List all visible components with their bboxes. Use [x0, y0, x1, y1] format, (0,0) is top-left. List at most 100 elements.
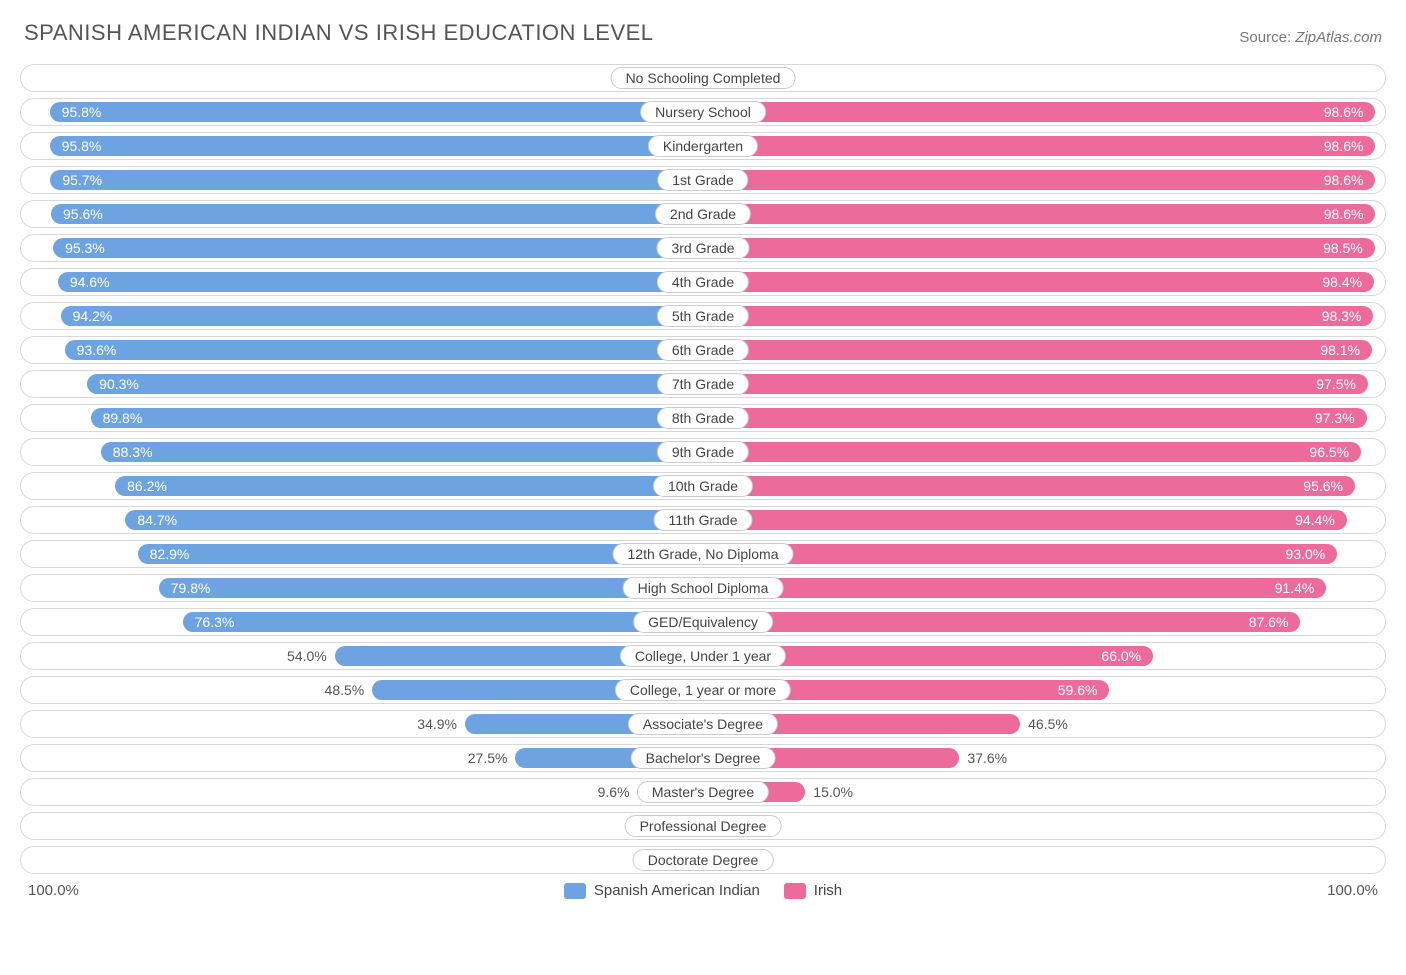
category-label: 10th Grade — [653, 475, 753, 497]
value-left: 94.2% — [73, 308, 113, 324]
value-right: 98.1% — [1320, 342, 1360, 358]
bar-right: 97.3% — [703, 408, 1367, 428]
chart-row: 84.7% 94.4% 11th Grade — [20, 506, 1386, 534]
bar-left: 94.6% — [58, 272, 703, 292]
category-label: Doctorate Degree — [633, 849, 774, 871]
category-label: 1st Grade — [657, 169, 748, 191]
value-right: 46.5% — [1028, 716, 1068, 732]
category-label: College, 1 year or more — [615, 679, 791, 701]
bar-left: 93.6% — [65, 340, 703, 360]
value-left: 95.8% — [62, 138, 102, 154]
value-left: 95.3% — [65, 240, 105, 256]
value-left: 95.7% — [62, 172, 102, 188]
bar-right: 98.3% — [703, 306, 1373, 326]
category-label: No Schooling Completed — [611, 67, 796, 89]
source-label: Source: — [1239, 29, 1291, 46]
category-label: 6th Grade — [657, 339, 749, 361]
category-label: Bachelor's Degree — [631, 747, 776, 769]
category-label: 4th Grade — [657, 271, 749, 293]
value-right: 94.4% — [1295, 512, 1335, 528]
chart-row: 93.6% 98.1% 6th Grade — [20, 336, 1386, 364]
source-name: ZipAtlas.com — [1295, 29, 1382, 46]
chart-row: 79.8% 91.4% High School Diploma — [20, 574, 1386, 602]
bar-right: 93.0% — [703, 544, 1337, 564]
value-right: 66.0% — [1101, 648, 1141, 664]
bar-right: 98.4% — [703, 272, 1374, 292]
chart-row: 88.3% 96.5% 9th Grade — [20, 438, 1386, 466]
value-right: 93.0% — [1286, 546, 1326, 562]
chart-row: 48.5%59.6%College, 1 year or more — [20, 676, 1386, 704]
category-label: 8th Grade — [657, 407, 749, 429]
chart-row: 94.2% 98.3% 5th Grade — [20, 302, 1386, 330]
bar-left: 90.3% — [87, 374, 703, 394]
category-label: High School Diploma — [623, 577, 784, 599]
value-right: 98.5% — [1323, 240, 1363, 256]
chart-row: 95.3%98.5%3rd Grade — [20, 234, 1386, 262]
value-right: 97.5% — [1316, 376, 1356, 392]
legend-swatch-left — [564, 883, 586, 899]
bar-right: 91.4% — [703, 578, 1326, 598]
category-label: GED/Equivalency — [633, 611, 773, 633]
bar-left: 84.7% — [125, 510, 703, 530]
value-left: 48.5% — [325, 682, 365, 698]
bar-right: 97.5% — [703, 374, 1368, 394]
value-left: 27.5% — [468, 750, 508, 766]
chart-row: 1.1%1.9%Doctorate Degree — [20, 846, 1386, 874]
bar-right: 98.1% — [703, 340, 1372, 360]
chart-row: 2.7%4.4%Professional Degree — [20, 812, 1386, 840]
bar-left: 79.8% — [159, 578, 703, 598]
value-right: 91.4% — [1275, 580, 1315, 596]
chart-row: 9.6%15.0%Master's Degree — [20, 778, 1386, 806]
chart-row: 95.8%98.6%Kindergarten — [20, 132, 1386, 160]
bar-left: 95.7% — [50, 170, 703, 190]
category-label: 5th Grade — [657, 305, 749, 327]
category-label: 11th Grade — [653, 509, 752, 531]
diverging-bar-chart: 4.2%1.4%No Schooling Completed95.8%98.6%… — [20, 64, 1386, 874]
value-left: 95.8% — [62, 104, 102, 120]
bar-left: 88.3% — [101, 442, 703, 462]
bar-left: 95.8% — [50, 102, 703, 122]
chart-row: 27.5%37.6%Bachelor's Degree — [20, 744, 1386, 772]
legend-label-right: Irish — [814, 882, 842, 899]
legend-item-left: Spanish American Indian — [564, 882, 760, 899]
value-left: 9.6% — [598, 784, 630, 800]
value-left: 76.3% — [195, 614, 235, 630]
legend: Spanish American Indian Irish — [564, 882, 842, 899]
value-right: 87.6% — [1249, 614, 1289, 630]
chart-row: 34.9%46.5%Associate's Degree — [20, 710, 1386, 738]
bar-right: 98.6% — [703, 204, 1375, 224]
chart-row: 95.7%98.6%1st Grade — [20, 166, 1386, 194]
category-label: Kindergarten — [648, 135, 758, 157]
legend-label-left: Spanish American Indian — [594, 882, 760, 899]
value-right: 98.3% — [1322, 308, 1362, 324]
value-left: 89.8% — [103, 410, 143, 426]
value-left: 90.3% — [99, 376, 139, 392]
bar-left: 95.3% — [53, 238, 703, 258]
chart-row: 54.0%66.0%College, Under 1 year — [20, 642, 1386, 670]
bar-left: 86.2% — [115, 476, 703, 496]
value-left: 34.9% — [417, 716, 457, 732]
bar-right: 98.6% — [703, 102, 1375, 122]
bar-left: 76.3% — [183, 612, 703, 632]
chart-row: 95.6%98.6%2nd Grade — [20, 200, 1386, 228]
value-left: 79.8% — [171, 580, 211, 596]
chart-row: 76.3% 87.6% GED/Equivalency — [20, 608, 1386, 636]
chart-row: 90.3% 97.5% 7th Grade — [20, 370, 1386, 398]
bar-right: 95.6% — [703, 476, 1355, 496]
legend-swatch-right — [784, 883, 806, 899]
value-right: 98.4% — [1322, 274, 1362, 290]
chart-row: 86.2% 95.6% 10th Grade — [20, 472, 1386, 500]
chart-row: 4.2%1.4%No Schooling Completed — [20, 64, 1386, 92]
category-label: 9th Grade — [657, 441, 749, 463]
category-label: 7th Grade — [657, 373, 749, 395]
bar-right: 98.5% — [703, 238, 1375, 258]
category-label: Master's Degree — [637, 781, 769, 803]
value-right: 95.6% — [1303, 478, 1343, 494]
chart-footer: 100.0% Spanish American Indian Irish 100… — [20, 882, 1386, 899]
value-right: 96.5% — [1309, 444, 1349, 460]
bar-left: 95.6% — [51, 204, 703, 224]
value-left: 86.2% — [127, 478, 167, 494]
value-left: 94.6% — [70, 274, 110, 290]
category-label: 12th Grade, No Diploma — [613, 543, 794, 565]
chart-row: 82.9%93.0%12th Grade, No Diploma — [20, 540, 1386, 568]
